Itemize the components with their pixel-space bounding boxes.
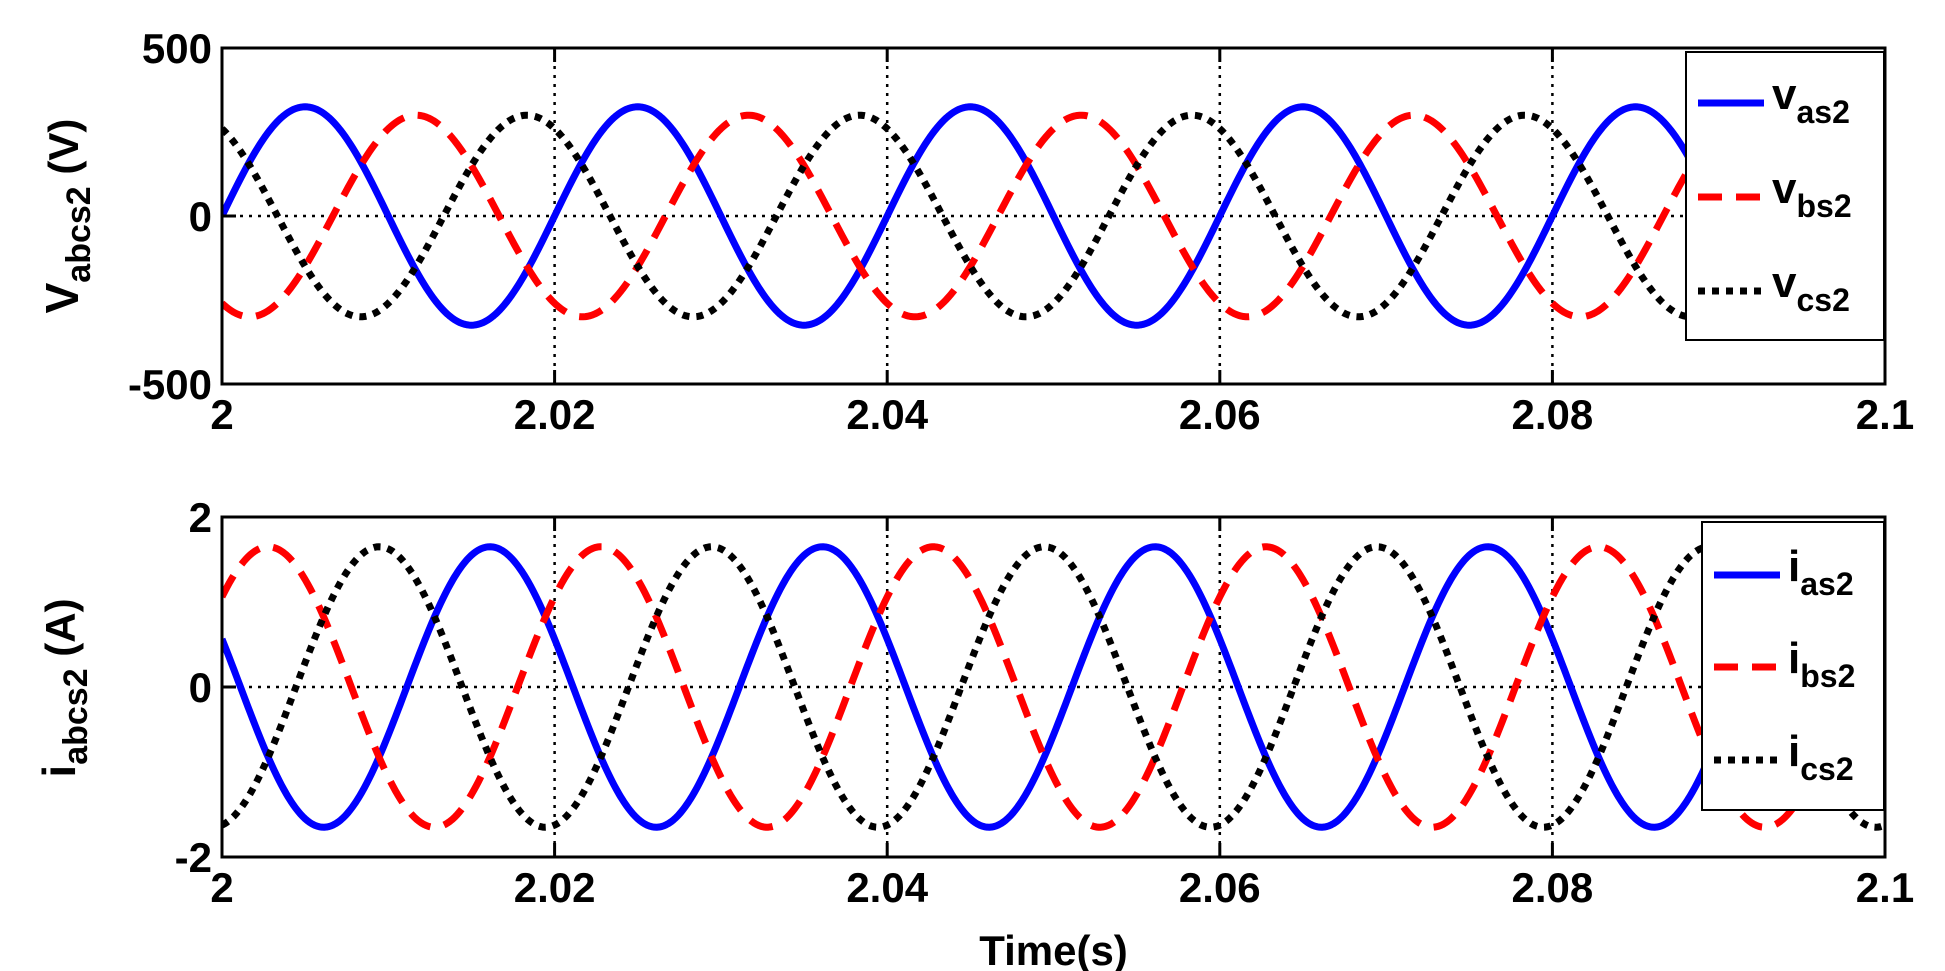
x-tick-label: 2.08 xyxy=(1512,391,1594,438)
y-tick-label: 0 xyxy=(189,193,212,240)
x-tick-label: 2.04 xyxy=(846,391,928,438)
x-tick-label: 2.1 xyxy=(1856,391,1914,438)
y-tick-label: -2 xyxy=(175,834,212,881)
x-tick-label: 2 xyxy=(210,864,233,911)
panel-1: 2 2.02 2.04 2.06 2.08 2.1 500 0 -500 Vabcs2 (V) va… xyxy=(36,25,1914,438)
x-axis-label: Time(s) xyxy=(979,927,1128,971)
series-line-vas2 xyxy=(222,103,1885,329)
legend-label: ias2 xyxy=(1788,542,1854,602)
legend-label: vcs2 xyxy=(1772,258,1850,318)
legend: ias2 ibs2 ics2 xyxy=(1701,521,1885,811)
legend-label: ibs2 xyxy=(1788,634,1855,694)
series-line-vbs2 xyxy=(222,111,1885,321)
panel-2: 2 2.02 2.04 2.06 2.08 2.1 2 0 -2 iabcs2 (A) Time(s… xyxy=(33,494,1914,971)
series-line-ics2 xyxy=(222,543,1885,831)
legend: vas2 vbs2 vcs2 xyxy=(1685,51,1885,341)
y-tick-label: 0 xyxy=(189,664,212,711)
x-tick-label: 2.06 xyxy=(1179,864,1261,911)
x-tick-label: 2.04 xyxy=(846,864,928,911)
legend-label: vbs2 xyxy=(1772,164,1852,224)
series-line-vcs2 xyxy=(222,111,1885,321)
x-tick-label: 2.06 xyxy=(1179,391,1261,438)
x-tick-label: 2.08 xyxy=(1512,864,1594,911)
x-tick-label: 2.02 xyxy=(514,391,596,438)
x-tick-label: 2.02 xyxy=(514,864,596,911)
y-tick-label: -500 xyxy=(128,361,212,408)
y-tick-label: 2 xyxy=(189,494,212,541)
y-tick-label: 500 xyxy=(142,25,212,72)
legend-label: ics2 xyxy=(1788,727,1854,787)
legend-label: vas2 xyxy=(1772,70,1850,130)
x-tick-label: 2.1 xyxy=(1856,864,1914,911)
series-line-ibs2 xyxy=(222,543,1885,831)
plot-area xyxy=(222,517,1885,857)
series-line-ias2 xyxy=(222,543,1885,831)
y-axis-label: iabcs2 (A) xyxy=(33,598,95,777)
x-tick-label: 2 xyxy=(210,391,233,438)
y-axis-label: Vabcs2 (V) xyxy=(36,119,98,314)
